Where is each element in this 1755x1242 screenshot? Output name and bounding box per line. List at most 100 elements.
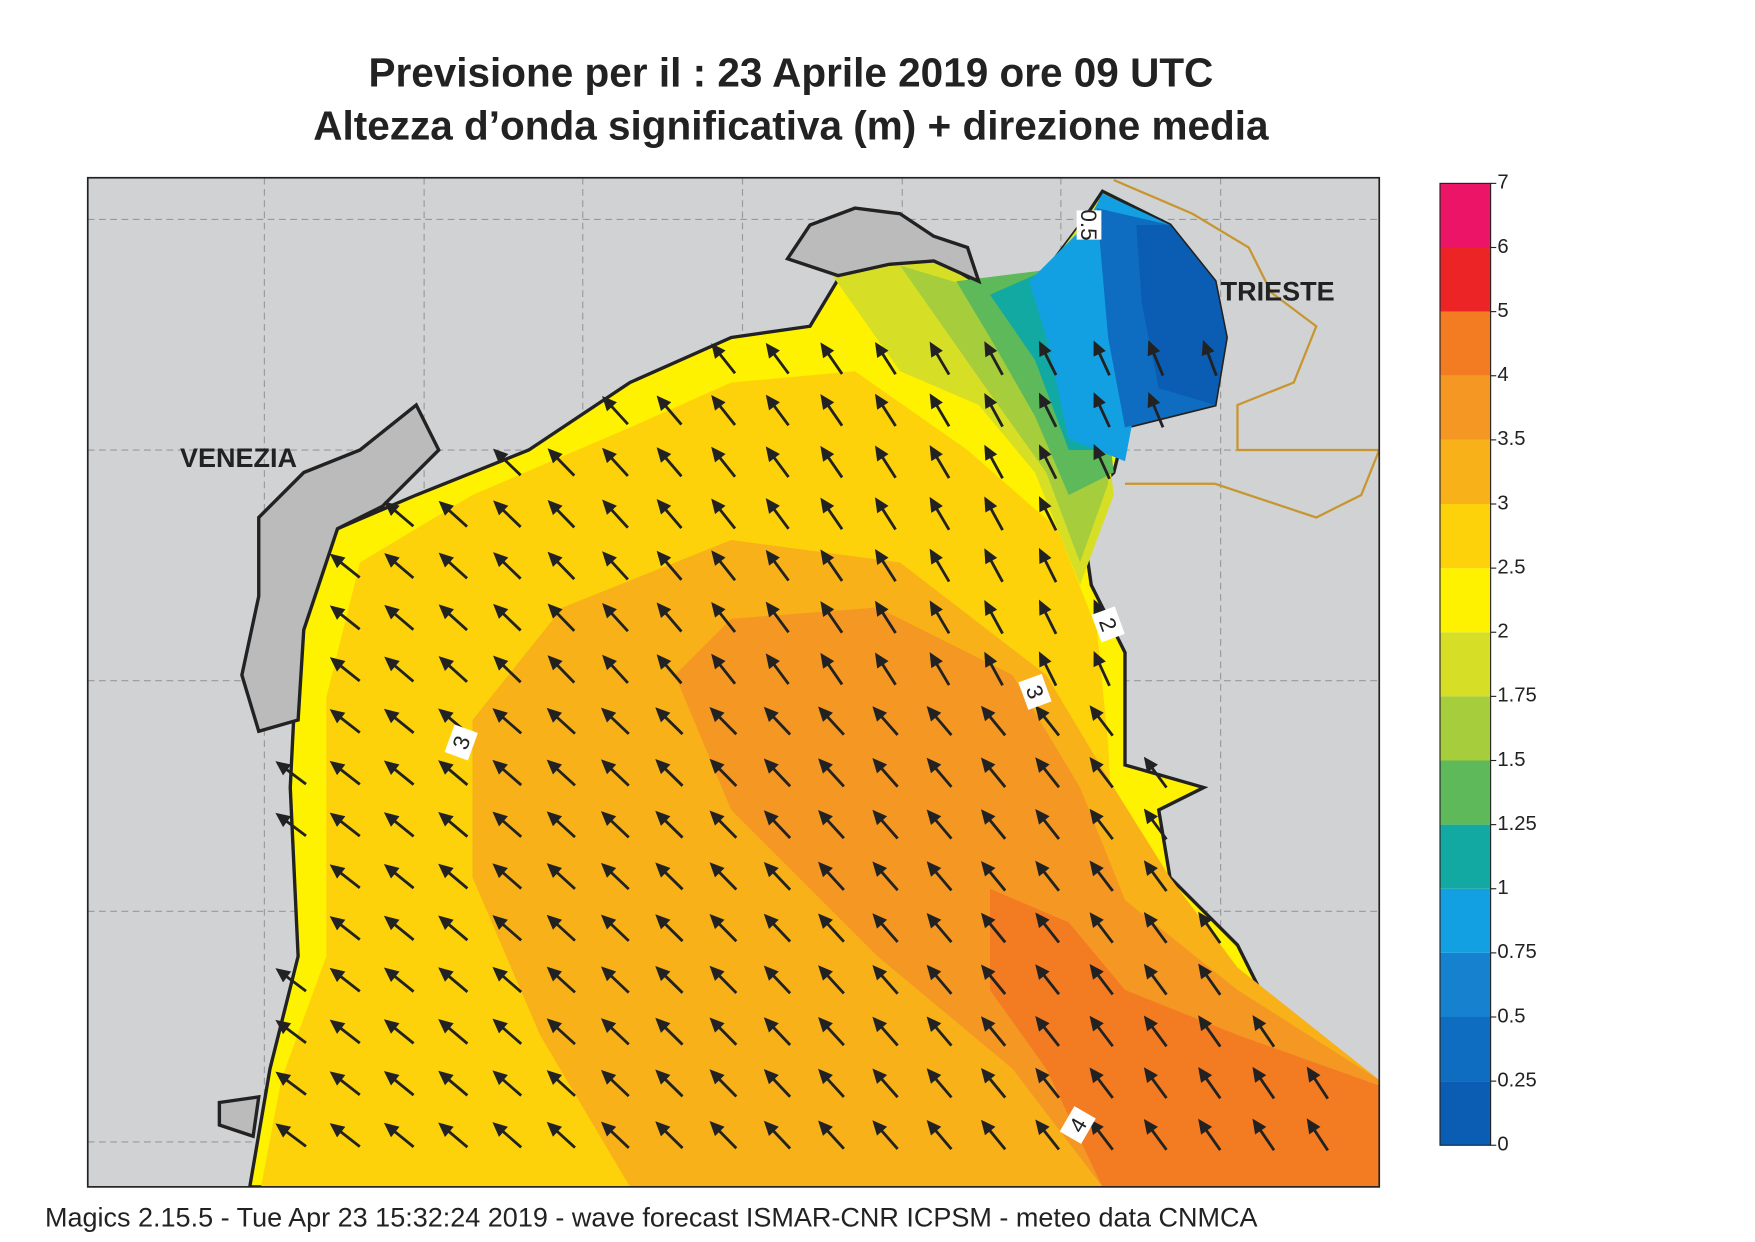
arrow-head: [711, 446, 726, 463]
arrow-head: [275, 1123, 292, 1138]
border: [1113, 178, 1380, 519]
arrow-head: [655, 759, 671, 775]
arrow-head: [709, 965, 725, 981]
arrow-head: [709, 914, 725, 930]
contour-label: 2: [1091, 606, 1125, 643]
colorbar-label: 6: [1497, 236, 1508, 258]
arrow-head: [929, 393, 943, 410]
colorbar-label: 1.25: [1497, 813, 1536, 835]
arrow-head: [600, 914, 617, 930]
arrow-head: [926, 757, 942, 774]
arrow-head: [438, 967, 454, 982]
colorbar-swatch: [1440, 568, 1491, 633]
arrow-head: [600, 1121, 617, 1137]
place-label: VENEZIA: [180, 443, 297, 473]
arrow-head: [438, 760, 454, 775]
arrow-head: [600, 1069, 617, 1085]
arrow-head: [546, 759, 563, 775]
arrow-head: [1093, 599, 1106, 616]
arrow-head: [384, 501, 400, 517]
arrow-head: [492, 708, 508, 723]
arrow-head: [709, 1017, 725, 1033]
arrow-head: [655, 966, 671, 982]
arrow-head: [547, 551, 563, 567]
arrow-head: [984, 392, 998, 410]
arrow-head: [984, 341, 998, 358]
arrow-head: [709, 758, 725, 774]
arrow-head: [763, 1120, 779, 1136]
arrow-head: [547, 448, 563, 464]
arrow-head: [874, 341, 889, 358]
arrow-head: [926, 1068, 942, 1084]
arrow-head: [329, 605, 346, 620]
arrow-head: [655, 862, 671, 878]
arrow-head: [602, 654, 617, 671]
arrow-head: [438, 1018, 454, 1034]
arrow-head: [1035, 912, 1050, 929]
arrow-head: [275, 968, 292, 983]
arrow-head: [872, 1120, 888, 1136]
arrow-head: [1038, 496, 1052, 513]
arrow-head: [820, 652, 835, 669]
arrow-head: [926, 809, 942, 825]
contour-label-bg: [1018, 673, 1052, 710]
arrow-head: [765, 394, 780, 411]
arrow-head: [709, 1069, 725, 1085]
arrow-head: [709, 862, 725, 878]
arrow-head: [1201, 339, 1215, 357]
arrow-head: [438, 708, 454, 724]
arrow-head: [711, 602, 726, 618]
arrow-head: [984, 651, 998, 668]
arrow-head: [1143, 963, 1158, 980]
arrow-head: [929, 496, 943, 513]
contour-label: 3: [444, 724, 478, 761]
footer: Magics 2.15.5 - Tue Apr 23 15:32:24 2019…: [45, 1202, 1258, 1232]
arrow-head: [1252, 1066, 1267, 1083]
arrow-head: [763, 706, 779, 722]
arrow-head: [1143, 1015, 1158, 1032]
arrow-head: [275, 761, 292, 776]
arrow-head: [546, 914, 563, 930]
arrow-head: [329, 967, 346, 983]
arrow-head: [384, 604, 400, 620]
arrow-head: [711, 395, 726, 411]
colorbar-frame: [1439, 182, 1492, 1146]
arrow-head: [980, 757, 996, 774]
arrow-head: [765, 498, 780, 514]
arrow-head: [547, 655, 563, 671]
colorbar-swatch: [1440, 952, 1491, 1017]
arrow-head: [1252, 1015, 1267, 1031]
arrow-head: [929, 600, 943, 617]
arrow-head: [546, 1121, 563, 1137]
arrow-head: [929, 445, 943, 462]
arrow-head: [329, 864, 346, 879]
arrow-head: [709, 1121, 725, 1137]
contour-label-bg: [1076, 210, 1102, 240]
arrow-head: [818, 913, 833, 929]
arrow-head: [1093, 444, 1106, 461]
zone-0: [1136, 225, 1227, 405]
arrow-head: [763, 1068, 779, 1085]
arrow-head: [1143, 756, 1158, 773]
arrow-head: [980, 964, 996, 981]
arrow-head: [1093, 651, 1106, 668]
arrow-head: [1198, 1067, 1213, 1083]
arrow-head: [329, 709, 346, 724]
arrow-head: [874, 548, 889, 565]
arrow-head: [492, 1122, 508, 1137]
arrow-head: [1038, 392, 1052, 409]
arrow-head: [980, 1067, 996, 1084]
arrow-head: [329, 1019, 346, 1034]
colorbar-label: 7: [1497, 172, 1508, 194]
arrow-head: [329, 760, 346, 776]
arrow-head: [980, 1119, 996, 1136]
arrow-head: [546, 1070, 563, 1085]
arrow-head: [655, 1121, 671, 1137]
arrow-head: [1093, 392, 1106, 409]
arrow-head: [602, 395, 617, 412]
arrow-head: [656, 447, 672, 463]
arrow-head: [438, 1070, 454, 1086]
arrow-head: [656, 550, 672, 567]
place-label: TRIESTE: [1221, 276, 1335, 306]
arrow-head: [874, 393, 889, 410]
